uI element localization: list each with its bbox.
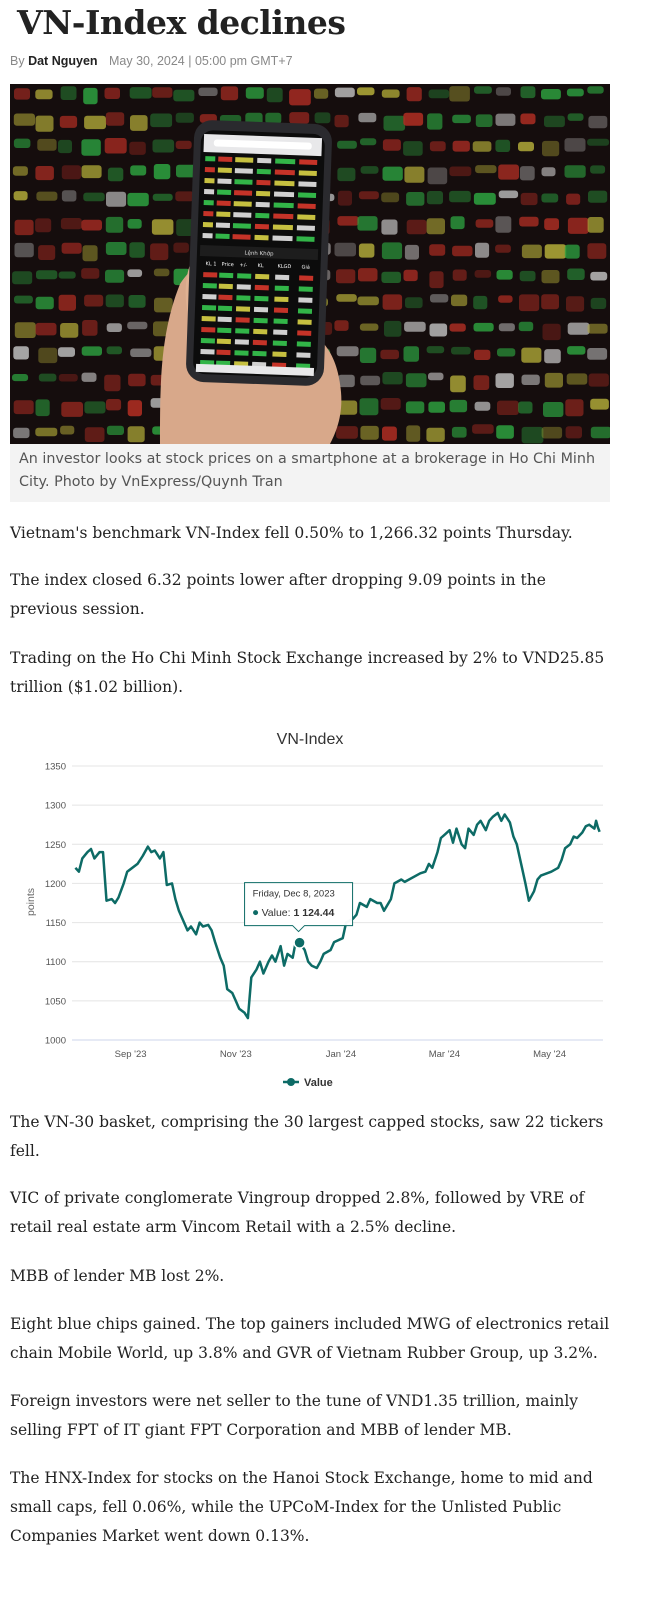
smartphone: Lệnh Khớp KL 1 Price +/- KL KLGD Giá — [186, 120, 332, 386]
tooltip-date: Friday, Dec 8, 2023 — [253, 889, 335, 900]
byline-prefix: By — [10, 54, 25, 68]
y-tick-label: 1000 — [45, 1036, 66, 1047]
tooltip-series-dot — [253, 910, 259, 916]
phone-column-header: KL — [257, 263, 263, 269]
chart-title: VN-Index — [277, 731, 344, 748]
paragraph-5: VIC of private conglomerate Vingroup dro… — [10, 1189, 585, 1236]
phone-column-header: KL 1 — [205, 261, 216, 267]
chart-legend[interactable]: Value — [283, 1077, 333, 1089]
publish-date: May 30, 2024 | 05:00 pm GMT+7 — [109, 54, 293, 68]
hover-point-marker[interactable] — [293, 936, 306, 949]
paragraph-9: The HNX-Index for stocks on the Hanoi St… — [10, 1469, 593, 1545]
phone-column-header: Giá — [301, 263, 310, 270]
article-title: VN-Index declines — [17, 3, 346, 42]
legend-item-value[interactable]: Value — [304, 1077, 333, 1089]
byline: By Dat Nguyen May 30, 2024 | 05:00 pm GM… — [10, 54, 293, 68]
vn-index-chart[interactable]: VN-Index points 1000 1050 1100 1150 1200 1250… — [10, 720, 615, 1095]
series-line-value[interactable] — [74, 811, 601, 1020]
photo-caption: An investor looks at stock prices on a s… — [10, 444, 610, 502]
y-tick-label: 1350 — [45, 762, 66, 773]
paragraph-1: Vietnam's benchmark VN-Index fell 0.50% … — [10, 524, 573, 542]
phone-column-header: +/- — [239, 262, 247, 268]
x-tick-label: Nov '23 — [220, 1049, 252, 1060]
article-photo: Lệnh Khớp KL 1 Price +/- KL KLGD Giá — [10, 84, 610, 444]
y-tick-label: 1100 — [46, 957, 66, 968]
stock-board-photo: Lệnh Khớp KL 1 Price +/- KL KLGD Giá — [10, 84, 610, 444]
tooltip-value-label: Value: — [262, 907, 291, 919]
tooltip-value: 1 124.44 — [293, 907, 334, 919]
phone-column-header: KLGD — [277, 264, 291, 270]
y-tick-label: 1250 — [45, 840, 66, 851]
x-axis-ticks: Sep '23 Nov '23 Jan '24 Mar '24 May '24 — [115, 1049, 566, 1060]
x-tick-label: Sep '23 — [115, 1049, 147, 1060]
x-tick-label: Mar '24 — [429, 1049, 460, 1060]
phone-column-header: Price — [221, 262, 233, 268]
x-tick-label: May '24 — [533, 1049, 566, 1060]
y-tick-label: 1150 — [46, 918, 66, 929]
paragraph-7: Eight blue chips gained. The top gainers… — [10, 1315, 610, 1362]
paragraph-3: Trading on the Ho Chi Minh Stock Exchang… — [10, 649, 605, 696]
paragraph-8: Foreign investors were net seller to the… — [10, 1392, 579, 1439]
chart-tooltip: Friday, Dec 8, 2023 Value: 1 124.44 — [244, 882, 354, 933]
y-tick-label: 1200 — [45, 879, 66, 890]
paragraph-2: The index closed 6.32 points lower after… — [10, 571, 546, 618]
tooltip-box — [244, 882, 354, 933]
phone-header-label: Lệnh Khớp — [244, 249, 274, 257]
chart-canvas[interactable]: VN-Index points 1000 1050 1100 1150 1200 1250… — [10, 720, 615, 1095]
x-tick-label: Jan '24 — [326, 1049, 356, 1060]
y-tick-label: 1300 — [45, 801, 66, 812]
legend-symbol-dot — [287, 1078, 295, 1086]
y-tick-label: 1050 — [45, 996, 66, 1007]
y-axis-label: points — [25, 888, 37, 916]
tooltip-value-line: Value: 1 124.44 — [262, 907, 335, 919]
y-axis-ticks: 1000 1050 1100 1150 1200 1250 1300 1350 — [45, 762, 66, 1047]
paragraph-4: The VN-30 basket, comprising the 30 larg… — [10, 1113, 604, 1160]
paragraph-6: MBB of lender MB lost 2%. — [10, 1267, 225, 1285]
author-link[interactable]: Dat Nguyen — [28, 54, 98, 68]
